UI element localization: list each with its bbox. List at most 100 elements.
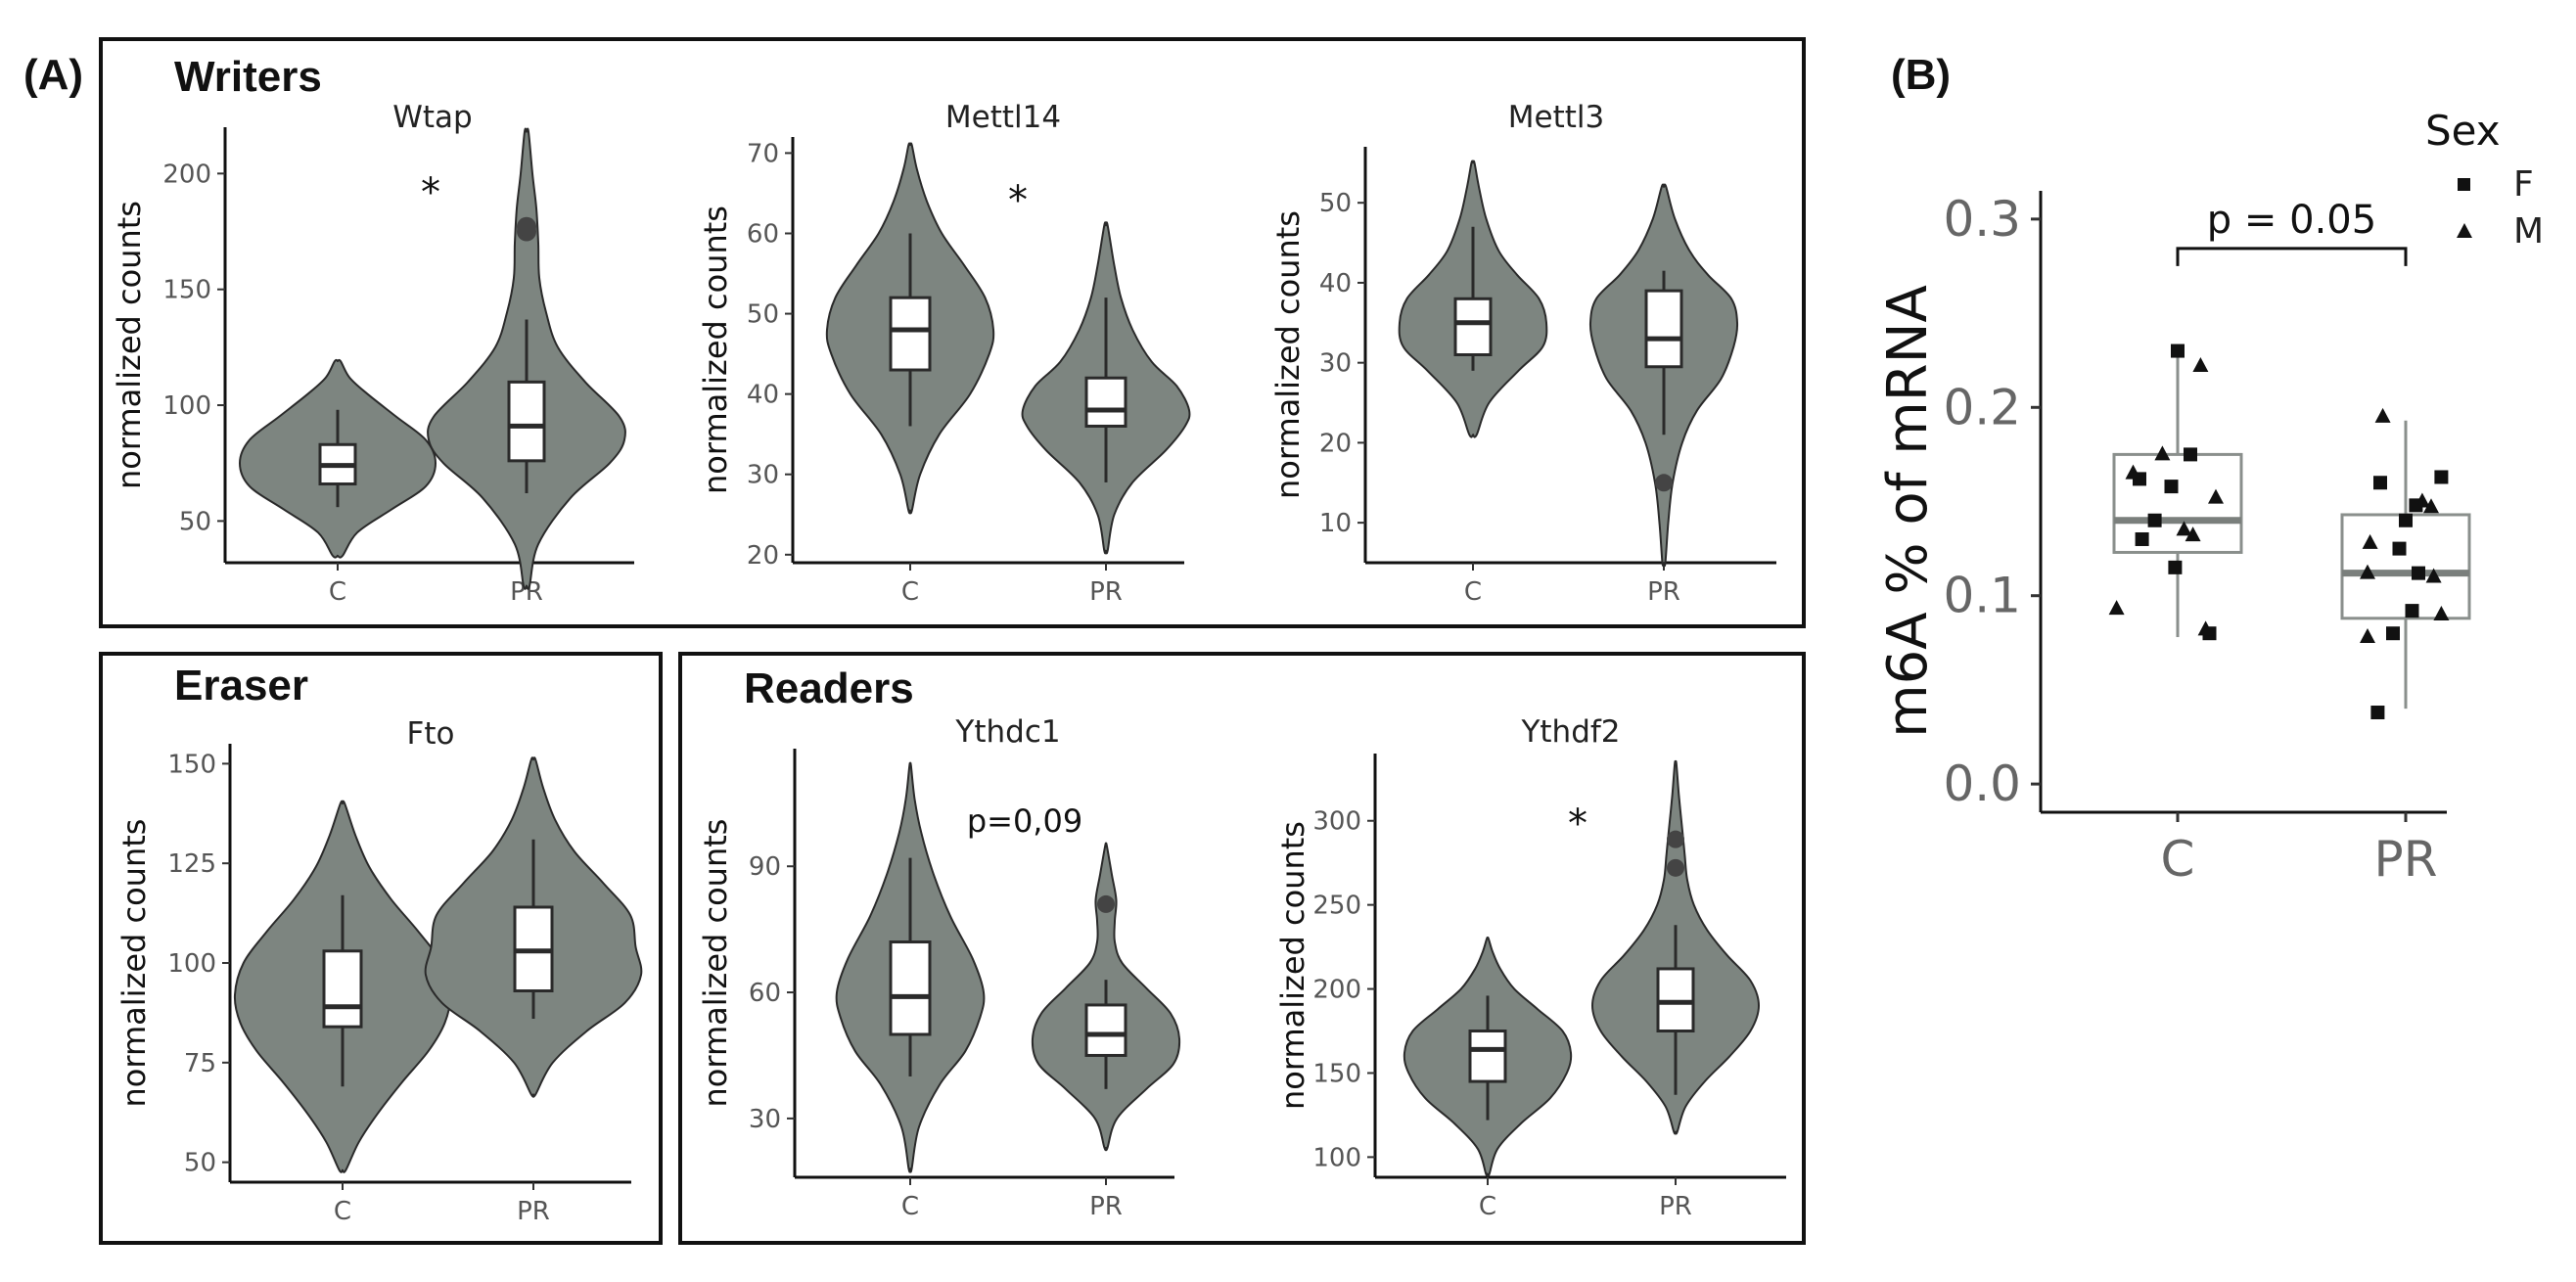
x-tick-label: C: [334, 1197, 351, 1226]
x-tick-label: PR: [1089, 1192, 1123, 1221]
box-PR: [1084, 1003, 1127, 1057]
legend-square-marker: [2458, 178, 2470, 191]
y-tick-label: 0.3: [1943, 191, 2021, 248]
x-tick-label: PR: [2374, 831, 2438, 888]
box-C: [889, 940, 932, 1036]
point-female: [2370, 706, 2385, 720]
y-axis-label: normalized counts: [697, 206, 734, 494]
y-tick-label: 250: [1312, 892, 1361, 921]
y-axis-label: normalized counts: [111, 201, 148, 489]
y-tick-label: 60: [747, 219, 779, 249]
x-tick-label: PR: [1659, 1192, 1692, 1221]
y-tick-label: 200: [1312, 976, 1361, 1005]
y-tick-label: 50: [1319, 189, 1352, 218]
y-tick-label: 30: [1319, 349, 1352, 379]
plot-title: Wtap: [392, 100, 472, 135]
legend-label-f: F: [2513, 164, 2534, 205]
point-male: [2208, 488, 2224, 504]
point-female: [2392, 541, 2407, 556]
point-male: [2108, 600, 2125, 616]
point-male: [2362, 533, 2378, 549]
box-PR: [1084, 376, 1127, 428]
outlier-point: [1667, 858, 1684, 877]
y-tick-label: 30: [747, 461, 779, 490]
plot-mettl3: Mettl3 10 20 30 40 50 normalized counts C PR: [1269, 100, 1776, 607]
point-male: [2176, 521, 2192, 536]
y-tick-label: 300: [1312, 807, 1361, 837]
x-tick-label: PR: [1647, 577, 1680, 607]
y-tick-label: 60: [749, 979, 781, 1008]
x-tick-label: C: [901, 1192, 919, 1221]
legend-label-m: M: [2513, 211, 2544, 252]
point-male: [2374, 407, 2391, 423]
plot-ythdc1: Ythdc1 30 60 90 normalized counts C PR p=0,09: [697, 714, 1181, 1221]
readers-frame: [678, 652, 1806, 1245]
x-tick-label: PR: [517, 1197, 550, 1226]
box-C: [1453, 297, 1493, 356]
x-tick-label: C: [901, 577, 919, 607]
box-PR: [1644, 289, 1683, 369]
panel-a-label: (A): [23, 51, 83, 99]
y-tick-label: 20: [1319, 429, 1352, 458]
point-female: [2373, 476, 2387, 490]
y-tick-label: 75: [184, 1049, 216, 1078]
y-tick-label: 20: [747, 541, 779, 571]
box-PR: [2340, 513, 2471, 620]
y-tick-label: 150: [167, 750, 216, 779]
significance-annotation: *: [1008, 178, 1028, 223]
outlier-point: [1097, 894, 1115, 913]
point-female: [2386, 626, 2400, 641]
y-axis-label: m6A % of mRNA: [1876, 285, 1940, 738]
plot-title: Mettl14: [945, 100, 1061, 135]
point-male: [2360, 628, 2375, 644]
x-tick-label: C: [1479, 1192, 1496, 1221]
point-female: [2164, 480, 2179, 494]
point-female: [2133, 472, 2146, 486]
y-axis-label: normalized counts: [697, 819, 734, 1108]
x-tick-label: C: [2161, 831, 2195, 888]
point-female: [2168, 560, 2183, 574]
eraser-title: Eraser: [174, 662, 308, 710]
significance-annotation: *: [421, 170, 440, 215]
point-male: [2185, 527, 2201, 542]
box-C: [322, 949, 363, 1029]
box-C: [889, 296, 932, 372]
box-PR: [1656, 967, 1695, 1033]
eraser-frame: [99, 652, 663, 1245]
y-tick-label: 150: [162, 276, 211, 305]
point-female: [2135, 531, 2149, 546]
y-axis-label: normalized counts: [115, 819, 153, 1108]
writers-title: Writers: [174, 53, 322, 101]
y-tick-label: 70: [747, 139, 779, 168]
y-tick-label: 125: [167, 849, 216, 879]
x-tick-label: C: [329, 577, 346, 607]
y-tick-label: 0.1: [1943, 568, 2021, 624]
plot-title: Mettl3: [1508, 100, 1604, 135]
significance-bracket: [2176, 247, 2408, 266]
point-female: [2184, 447, 2197, 462]
box-PR: [507, 380, 546, 463]
box-C: [1468, 1030, 1507, 1083]
y-tick-label: 100: [162, 391, 211, 421]
y-tick-label: 100: [167, 949, 216, 979]
box-C: [2112, 452, 2243, 554]
significance-annotation: p=0,09: [967, 802, 1082, 840]
y-tick-label: 150: [1312, 1059, 1361, 1088]
x-tick-label: C: [1464, 577, 1482, 607]
plot-mettl14: Mettl14 20 30 40 50 60 70 normalized counts C PR *: [697, 100, 1191, 607]
y-tick-label: 0.2: [1943, 379, 2021, 435]
point-male: [2360, 564, 2375, 579]
y-axis-label: normalized counts: [1269, 210, 1307, 499]
y-tick-label: 10: [1319, 509, 1352, 538]
p-value-annotation: p = 0.05: [2207, 198, 2376, 243]
plot-title: Ythdf2: [1520, 714, 1620, 750]
y-tick-label: 0.0: [1943, 755, 2021, 812]
point-female: [2434, 470, 2449, 484]
point-female: [2405, 604, 2419, 618]
point-male: [2425, 568, 2442, 583]
point-male: [2154, 445, 2171, 461]
readers-title: Readers: [744, 664, 914, 712]
